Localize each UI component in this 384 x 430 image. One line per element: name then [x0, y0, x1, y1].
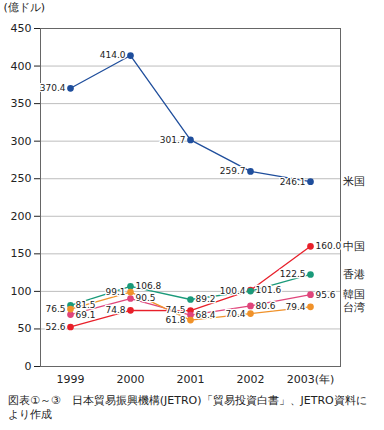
svg-text:52.6: 52.6 — [45, 322, 65, 332]
svg-text:100: 100 — [11, 285, 32, 298]
svg-text:246.1: 246.1 — [280, 177, 306, 187]
svg-text:(億ドル): (億ドル) — [4, 1, 46, 14]
svg-text:250: 250 — [11, 172, 32, 185]
svg-text:100.4: 100.4 — [220, 286, 246, 296]
svg-text:50: 50 — [18, 322, 32, 335]
svg-text:68.4: 68.4 — [196, 310, 216, 320]
svg-text:259.7: 259.7 — [220, 166, 246, 176]
svg-text:米国: 米国 — [343, 175, 365, 188]
svg-text:2002: 2002 — [237, 373, 265, 386]
svg-text:76.5: 76.5 — [45, 304, 65, 314]
svg-text:74.5: 74.5 — [165, 305, 185, 315]
svg-text:370.4: 370.4 — [40, 83, 66, 93]
svg-text:79.4: 79.4 — [285, 302, 305, 312]
svg-text:300: 300 — [11, 135, 32, 148]
svg-text:81.5: 81.5 — [76, 300, 96, 310]
svg-text:160.0: 160.0 — [316, 241, 342, 251]
svg-text:香港: 香港 — [343, 268, 365, 281]
svg-text:1999: 1999 — [57, 373, 85, 386]
svg-text:2001: 2001 — [177, 373, 205, 386]
svg-text:70.4: 70.4 — [225, 309, 245, 319]
svg-text:99.1: 99.1 — [105, 287, 125, 297]
svg-text:韓国: 韓国 — [343, 288, 365, 301]
svg-text:台湾: 台湾 — [343, 301, 365, 314]
svg-text:122.5: 122.5 — [280, 269, 306, 279]
svg-text:101.6: 101.6 — [256, 285, 282, 295]
svg-text:350: 350 — [11, 97, 32, 110]
svg-text:中国: 中国 — [343, 240, 365, 253]
svg-text:69.1: 69.1 — [76, 310, 96, 320]
svg-text:106.8: 106.8 — [136, 281, 162, 291]
svg-text:89.2: 89.2 — [196, 294, 216, 304]
svg-text:74.8: 74.8 — [105, 305, 125, 315]
svg-text:200: 200 — [11, 210, 32, 223]
svg-text:0: 0 — [25, 360, 32, 373]
svg-text:2000: 2000 — [117, 373, 145, 386]
svg-text:150: 150 — [11, 247, 32, 260]
svg-text:61.8: 61.8 — [165, 315, 185, 325]
svg-text:2003(年): 2003(年) — [287, 373, 335, 386]
svg-text:450: 450 — [11, 22, 32, 35]
svg-text:301.7: 301.7 — [160, 135, 186, 145]
svg-text:414.0: 414.0 — [100, 50, 126, 60]
html-text:図表①～③ 日本貿易振興機構(JETRO)「貿易投資白書」、: 図表①～③ 日本貿易振興機構(JETRO)「貿易投資白書」、JETRO資料により… — [8, 394, 367, 421]
svg-text:95.6: 95.6 — [316, 290, 336, 300]
svg-text:400: 400 — [11, 60, 32, 73]
svg-text:90.5: 90.5 — [136, 293, 156, 303]
svg-text:80.6: 80.6 — [256, 301, 276, 311]
